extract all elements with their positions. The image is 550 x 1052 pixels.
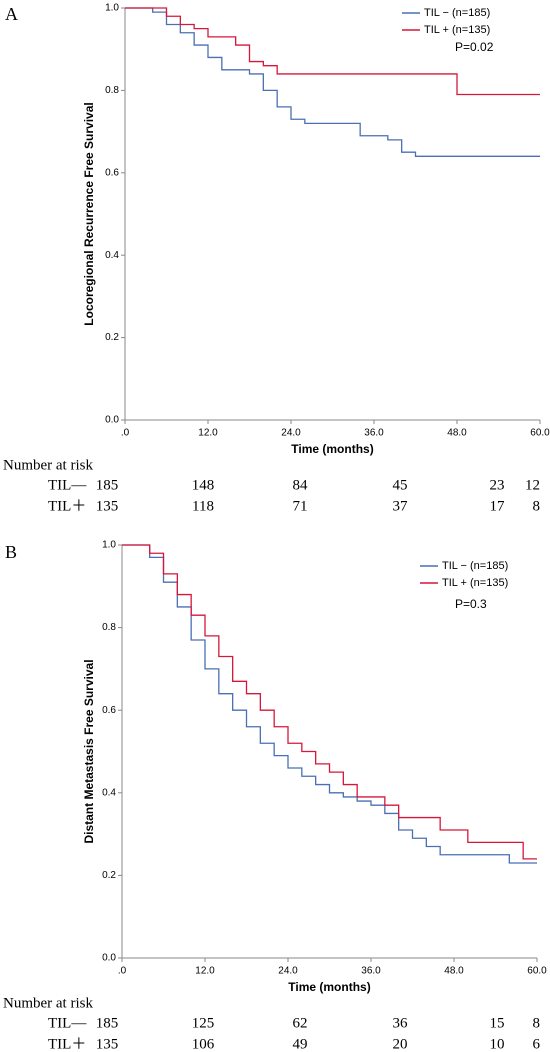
y-tick-label: 0.8 [102, 622, 116, 633]
survival-curve [122, 544, 537, 860]
y-tick-label: 0.6 [102, 705, 116, 716]
risk-value: 185 [96, 477, 119, 493]
risk-row-name: TIL— [48, 1015, 87, 1031]
x-tick-label: 60.0 [527, 966, 547, 977]
x-tick-label: 12.0 [198, 428, 218, 439]
risk-value: 15 [490, 1015, 505, 1031]
panel-label: A [5, 4, 18, 24]
risk-value: 84 [293, 477, 309, 493]
x-axis-label: Time (months) [291, 442, 373, 456]
y-tick-label: 0.4 [102, 787, 116, 798]
risk-value: 17 [490, 498, 506, 514]
risk-value: 20 [393, 1036, 408, 1052]
risk-value: 45 [393, 477, 408, 493]
risk-title: Number at risk [3, 995, 93, 1011]
x-tick-label: 36.0 [361, 966, 381, 977]
x-tick-label: 36.0 [364, 428, 384, 439]
risk-value: 23 [490, 477, 505, 493]
risk-value: 185 [96, 1015, 119, 1031]
risk-value: 71 [293, 498, 308, 514]
risk-value: 6 [533, 1036, 541, 1052]
panel-label: B [5, 542, 17, 562]
x-tick-label: 24.0 [281, 428, 301, 439]
risk-value: 62 [293, 1015, 308, 1031]
x-tick-label: 24.0 [278, 966, 298, 977]
legend-label: TIL − (n=185) [424, 7, 490, 19]
risk-row-name: TIL＋ [48, 1036, 86, 1052]
risk-value: 49 [293, 1036, 308, 1052]
x-tick-label: 12.0 [195, 966, 215, 977]
risk-value: 106 [192, 1036, 215, 1052]
x-tick-label: 48.0 [444, 966, 464, 977]
y-tick-label: 0.6 [105, 167, 119, 178]
risk-value: 118 [192, 498, 214, 514]
x-tick-label: .0 [118, 966, 127, 977]
risk-value: 10 [490, 1036, 505, 1052]
y-tick-label: 0.2 [105, 332, 119, 343]
x-tick-label: 48.0 [447, 428, 467, 439]
y-tick-label: 1.0 [105, 3, 119, 14]
x-axis-label: Time (months) [288, 980, 370, 994]
risk-value: 135 [96, 1036, 119, 1052]
risk-value: 135 [96, 498, 119, 514]
survival-curve [125, 7, 540, 96]
legend-label: TIL + (n=135) [424, 24, 490, 36]
y-tick-label: 1.0 [102, 540, 116, 551]
risk-value: 37 [393, 498, 409, 514]
p-value: P=0.3 [455, 597, 487, 611]
risk-title: Number at risk [3, 457, 93, 473]
x-tick-label: 60.0 [530, 428, 550, 439]
y-axis-label: Locoregional Recurrence Free Survival [82, 102, 96, 325]
risk-value: 36 [393, 1015, 409, 1031]
y-tick-label: 0.2 [102, 870, 116, 881]
y-axis-label: Distant Metastasis Free Survival [82, 659, 96, 843]
survival-curve [122, 544, 537, 864]
risk-row-name: TIL— [48, 477, 87, 493]
y-tick-label: 0.0 [102, 953, 116, 964]
risk-value: 148 [192, 477, 215, 493]
legend-label: TIL + (n=135) [442, 577, 508, 589]
y-tick-label: 0.8 [105, 85, 119, 96]
survival-curve [125, 7, 540, 157]
risk-value: 12 [525, 477, 540, 493]
risk-value: 8 [533, 1015, 541, 1031]
risk-value: 8 [533, 498, 541, 514]
risk-value: 125 [192, 1015, 215, 1031]
risk-row-name: TIL＋ [48, 498, 86, 514]
y-tick-label: 0.0 [105, 415, 119, 426]
x-tick-label: .0 [121, 428, 130, 439]
y-tick-label: 0.4 [105, 250, 119, 261]
legend-label: TIL − (n=185) [442, 560, 508, 572]
p-value: P=0.02 [455, 40, 494, 54]
